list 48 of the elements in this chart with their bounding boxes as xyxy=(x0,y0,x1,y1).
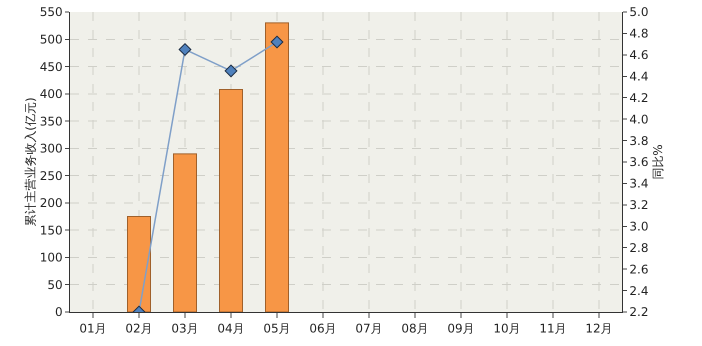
x-tick-label: 12月 xyxy=(585,321,613,336)
y2-axis-title: 同比% xyxy=(651,144,665,180)
y-tick-label: 200 xyxy=(40,196,63,210)
point xyxy=(178,43,192,56)
y2-tick-label: 2.4 xyxy=(629,284,648,298)
y2-tick-label: 4.6 xyxy=(629,48,648,62)
y-tick-label: 50 xyxy=(47,278,63,292)
y-tick-label: 0 xyxy=(54,305,63,320)
y2-tick-label: 3.0 xyxy=(629,219,648,234)
x-tick-label: 03月 xyxy=(171,321,199,336)
y2-tick-label: 5.0 xyxy=(629,5,648,20)
y-tick-label: 250 xyxy=(40,168,63,183)
x-tick-label: 10月 xyxy=(493,321,521,336)
point xyxy=(270,36,284,48)
y-tick-label: 400 xyxy=(40,87,63,102)
y-tick-label: 100 xyxy=(40,250,63,265)
y-tick-label: 450 xyxy=(40,60,63,74)
bar xyxy=(173,153,197,312)
y2-tick-label: 4.4 xyxy=(629,69,648,84)
y2-tick-label: 4.2 xyxy=(629,90,648,105)
y2-tick-label: 4.0 xyxy=(629,112,648,126)
y2-tick-label: 3.4 xyxy=(629,176,648,191)
y-tick-label: 300 xyxy=(40,142,63,156)
y-tick-label: 150 xyxy=(40,223,63,238)
y2-tick-label: 3.2 xyxy=(629,198,648,212)
x-tick-label: 04月 xyxy=(217,321,245,336)
y2-tick-label: 3.6 xyxy=(629,155,648,170)
y-tick-label: 550 xyxy=(40,5,63,20)
x-tick-label: 06月 xyxy=(309,321,337,336)
y2-tick-label: 2.8 xyxy=(629,240,648,255)
y2-tick-label: 2.2 xyxy=(629,305,648,320)
bar xyxy=(219,88,243,312)
y-tick-label: 500 xyxy=(40,32,63,46)
x-tick-label: 08月 xyxy=(401,321,429,336)
x-tick-label: 02月 xyxy=(125,321,153,336)
x-tick-label: 01月 xyxy=(79,321,107,336)
point xyxy=(224,64,238,78)
x-tick-label: 11月 xyxy=(539,321,567,336)
y-tick-label: 350 xyxy=(40,114,63,128)
x-tick-label: 07月 xyxy=(355,321,383,336)
y2-tick-label: 3.8 xyxy=(629,134,648,148)
y2-tick-label: 2.6 xyxy=(629,262,648,276)
y2-tick-label: 4.8 xyxy=(629,26,648,41)
bar xyxy=(265,22,289,312)
x-tick-label: 09月 xyxy=(447,321,475,336)
x-tick-label: 05月 xyxy=(263,321,291,336)
y-axis-title: 累计主营业务收入(亿元) xyxy=(24,97,38,227)
bar xyxy=(127,216,151,312)
